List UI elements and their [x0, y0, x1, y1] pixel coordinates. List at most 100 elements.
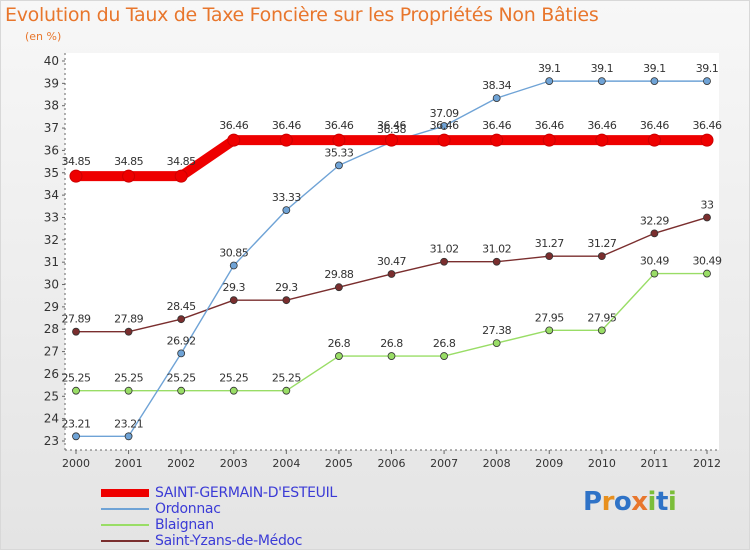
data-point [177, 315, 186, 324]
data-point [72, 386, 80, 395]
data-point [545, 252, 554, 261]
data-label: 28.45 [167, 300, 196, 313]
data-point [440, 352, 448, 360]
x-tick-label: 2007 [430, 457, 458, 470]
legend-swatch [101, 489, 149, 497]
data-label: 29.3 [275, 281, 298, 294]
y-tick-label: 24 [44, 412, 59, 426]
data-point [492, 94, 501, 103]
data-point [650, 229, 659, 238]
data-point [282, 386, 291, 395]
data-point [124, 432, 133, 441]
data-label: 27.95 [535, 311, 564, 324]
data-point [492, 257, 501, 266]
data-label: 32.29 [640, 214, 669, 227]
x-tick-label: 2005 [325, 457, 353, 470]
data-label: 36.46 [640, 119, 669, 132]
x-tick-label: 2004 [272, 457, 300, 470]
data-point [69, 169, 83, 183]
data-label: 31.27 [535, 237, 564, 250]
data-point [229, 296, 238, 305]
data-label: 39.1 [696, 62, 719, 75]
data-label: 27.89 [114, 313, 143, 326]
x-tick-label: 2011 [640, 457, 668, 470]
data-label: 36.46 [430, 119, 459, 132]
data-label: 36.46 [693, 119, 722, 132]
data-label: 39.1 [538, 62, 561, 75]
data-label: 36.46 [219, 119, 248, 132]
data-label: 30.47 [377, 255, 406, 268]
data-point [72, 432, 80, 441]
data-label: 33 [701, 198, 714, 211]
y-tick-label: 23 [44, 434, 59, 448]
data-label: 25.25 [272, 372, 301, 385]
data-point [387, 270, 396, 278]
data-point [229, 386, 238, 395]
data-label: 34.85 [167, 155, 196, 168]
data-point [227, 133, 241, 147]
y-tick-label: 26 [44, 367, 59, 381]
data-point [124, 327, 133, 336]
data-label: 39.1 [591, 62, 614, 75]
y-tick-label: 31 [44, 255, 59, 269]
data-point [437, 133, 451, 147]
data-label: 38.34 [482, 79, 511, 92]
x-tick-label: 2006 [378, 457, 406, 470]
data-label: 30.49 [640, 255, 669, 268]
data-label: 36.46 [482, 119, 511, 132]
data-point [385, 133, 398, 147]
data-point [597, 252, 606, 261]
data-label: 27.95 [587, 311, 616, 324]
x-tick-label: 2002 [167, 457, 195, 470]
data-point [545, 326, 554, 335]
data-point [703, 269, 711, 278]
data-label: 36.46 [587, 119, 616, 132]
x-tick-label: 2000 [62, 457, 90, 470]
proxiti-logo: Proxiti [583, 487, 677, 517]
legend-swatch [101, 508, 149, 510]
data-label: 31.02 [430, 243, 459, 256]
data-label: 34.85 [62, 155, 91, 168]
y-tick-label: 32 [44, 233, 59, 247]
legend-label: Ordonnac [155, 501, 221, 517]
y-tick-label: 40 [44, 54, 59, 68]
data-label: 30.85 [219, 247, 248, 260]
data-point [335, 161, 343, 170]
data-label: 33.33 [272, 191, 301, 204]
data-label: 30.49 [693, 255, 722, 268]
data-label: 34.85 [114, 155, 143, 168]
data-point [440, 257, 448, 266]
data-point [703, 213, 711, 222]
y-tick-label: 34 [44, 188, 59, 202]
legend-label: SAINT-GERMAIN-D'ESTEUIL [155, 485, 337, 501]
data-point [122, 169, 136, 183]
data-point [440, 122, 448, 130]
data-label: 25.25 [219, 372, 248, 385]
data-point [335, 352, 343, 360]
data-label: 25.25 [114, 372, 143, 385]
x-tick-label: 2009 [535, 457, 563, 470]
x-tick-label: 2001 [115, 457, 143, 470]
data-label: 37.09 [430, 107, 459, 120]
data-label: 29.88 [324, 268, 353, 281]
y-tick-label: 39 [44, 76, 59, 90]
data-label: 39.1 [643, 62, 666, 75]
data-point [282, 206, 291, 214]
chart-subtitle: (en %) [25, 30, 62, 43]
data-label: 26.8 [380, 337, 403, 350]
data-point [703, 77, 711, 86]
chart-title: Evolution du Taux de Taxe Foncière sur l… [5, 4, 599, 26]
data-point [700, 133, 714, 147]
data-point [595, 133, 609, 147]
data-point [647, 133, 661, 147]
data-point [387, 352, 396, 360]
data-label: 23.21 [114, 417, 143, 430]
data-label: 26.8 [433, 337, 456, 350]
data-label: 31.02 [482, 243, 511, 256]
y-tick-label: 30 [44, 278, 59, 292]
legend-label: Blaignan [155, 517, 214, 533]
y-tick-label: 33 [44, 210, 59, 224]
legend-swatch [101, 524, 149, 526]
